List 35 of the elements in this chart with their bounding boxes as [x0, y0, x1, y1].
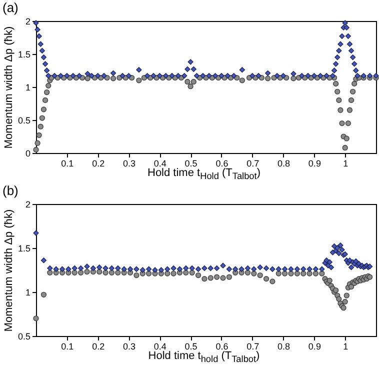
- y-tick-label: 1.5: [18, 244, 30, 254]
- chart-title: (b): [2, 183, 18, 198]
- y-tick-label: 0: [25, 148, 30, 158]
- y-tick-label: 1: [25, 288, 30, 298]
- y-tick-label: 1: [25, 82, 30, 92]
- x-tick-label: 0.1: [61, 158, 74, 168]
- y-axis-title: Momentum width Δp (ħk): [2, 26, 15, 149]
- y-tick-label: 1.5: [18, 50, 30, 60]
- y-tick-label: 0.5: [18, 116, 30, 126]
- y-tick-label: 0.5: [18, 332, 30, 342]
- x-tick-label: 0.3: [122, 342, 136, 352]
- x-tick-label: 0.2: [92, 158, 105, 168]
- x-tick-label: 0.8: [278, 342, 290, 352]
- x-tick-label: 0.4: [154, 342, 166, 352]
- x-tick-label: 0.7: [246, 342, 260, 352]
- y-axis-title: Momentum width Δp (ħk): [2, 210, 15, 332]
- x-axis-title: Hold time t$_{hold}$ (T$_{Talbot}$): [147, 350, 261, 366]
- x-tick-label: 0.1: [61, 342, 74, 352]
- x-tick-label: 0.2: [92, 342, 105, 352]
- y-tick-label: 2: [25, 16, 30, 26]
- x-tick-label: 1: [343, 158, 348, 168]
- x-tick-label: 0.8: [278, 158, 290, 168]
- x-tick-label: 0.5: [184, 158, 198, 168]
- x-axis-title: Hold time t$_{Hold}$ (T$_{Talbot}$): [146, 167, 262, 184]
- x-tick-label: 1: [343, 342, 348, 352]
- x-tick-label: 0.9: [308, 158, 321, 168]
- x-tick-label: 0.3: [122, 158, 136, 168]
- x-tick-label: 0.4: [154, 158, 166, 168]
- x-tick-label: 0.6: [216, 158, 228, 168]
- chart-title: (a): [2, 0, 18, 15]
- y-tick-label: 2: [25, 200, 30, 210]
- x-tick-label: 0.9: [308, 342, 321, 352]
- x-tick-label: 0.7: [246, 158, 260, 168]
- x-tick-label: 0.5: [184, 342, 198, 352]
- x-tick-label: 0.6: [216, 342, 228, 352]
